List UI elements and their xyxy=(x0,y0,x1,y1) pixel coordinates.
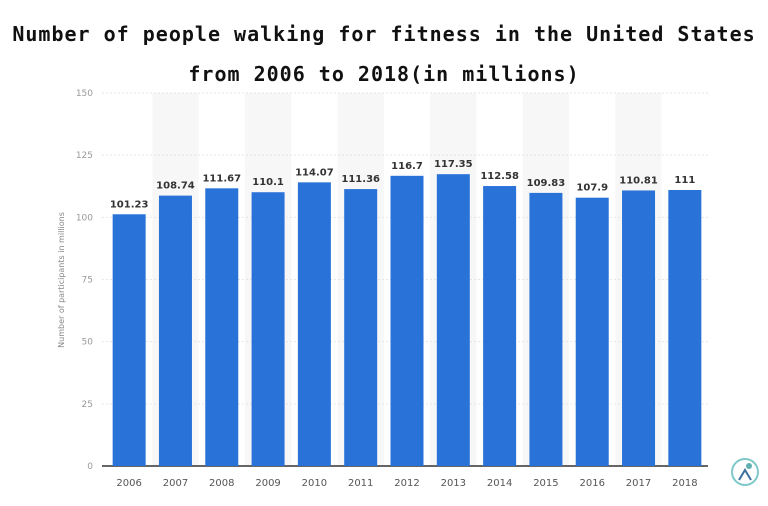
bar xyxy=(112,214,146,466)
bar xyxy=(529,192,563,466)
x-tick-label: 2007 xyxy=(163,478,188,489)
x-tick-label: 2011 xyxy=(348,478,373,489)
data-label: 111.36 xyxy=(341,174,380,185)
x-tick-label: 2018 xyxy=(672,478,697,489)
data-label: 108.74 xyxy=(156,181,195,192)
y-tick-label: 125 xyxy=(76,151,93,161)
x-tick-label: 2008 xyxy=(209,478,234,489)
bar xyxy=(668,189,702,467)
x-tick-label: 2014 xyxy=(487,478,512,489)
bar xyxy=(622,190,656,467)
y-tick-label: 0 xyxy=(87,462,93,472)
bar xyxy=(344,189,378,467)
x-tick-label: 2015 xyxy=(533,478,558,489)
data-label: 111.67 xyxy=(202,173,241,184)
bar xyxy=(575,197,609,466)
x-tick-label: 2017 xyxy=(626,478,651,489)
y-tick-label: 150 xyxy=(76,89,93,99)
data-label: 111 xyxy=(674,175,695,186)
y-tick-label: 50 xyxy=(82,338,94,348)
data-label: 101.23 xyxy=(110,199,149,210)
bar xyxy=(205,188,239,466)
chart-title: Number of people walking for fitness in … xyxy=(12,22,756,46)
x-tick-label: 2012 xyxy=(394,478,419,489)
x-tick-label: 2006 xyxy=(116,478,141,489)
y-tick-label: 25 xyxy=(82,400,93,410)
logo-icon xyxy=(731,458,759,486)
data-label: 112.58 xyxy=(480,171,519,182)
x-tick-label: 2010 xyxy=(302,478,327,489)
bar xyxy=(158,195,192,467)
data-label: 109.83 xyxy=(527,178,566,189)
y-axis-label: Number of participants in millions xyxy=(57,212,66,348)
y-tick-label: 75 xyxy=(82,276,93,286)
data-label: 117.35 xyxy=(434,159,473,170)
data-label: 110.1 xyxy=(252,177,284,188)
data-label: 107.9 xyxy=(576,183,608,194)
x-tick-label: 2016 xyxy=(580,478,605,489)
data-label: 114.07 xyxy=(295,167,334,178)
bar xyxy=(436,174,470,466)
bar xyxy=(483,186,517,466)
x-tick-label: 2013 xyxy=(441,478,466,489)
y-tick-label: 100 xyxy=(76,213,93,223)
chart-subtitle: from 2006 to 2018(in millions) xyxy=(188,62,580,86)
data-label: 110.81 xyxy=(619,175,658,186)
bar xyxy=(390,175,424,466)
data-label: 116.7 xyxy=(391,161,423,172)
bar xyxy=(251,192,285,466)
x-tick-label: 2009 xyxy=(255,478,280,489)
bar xyxy=(297,182,331,466)
